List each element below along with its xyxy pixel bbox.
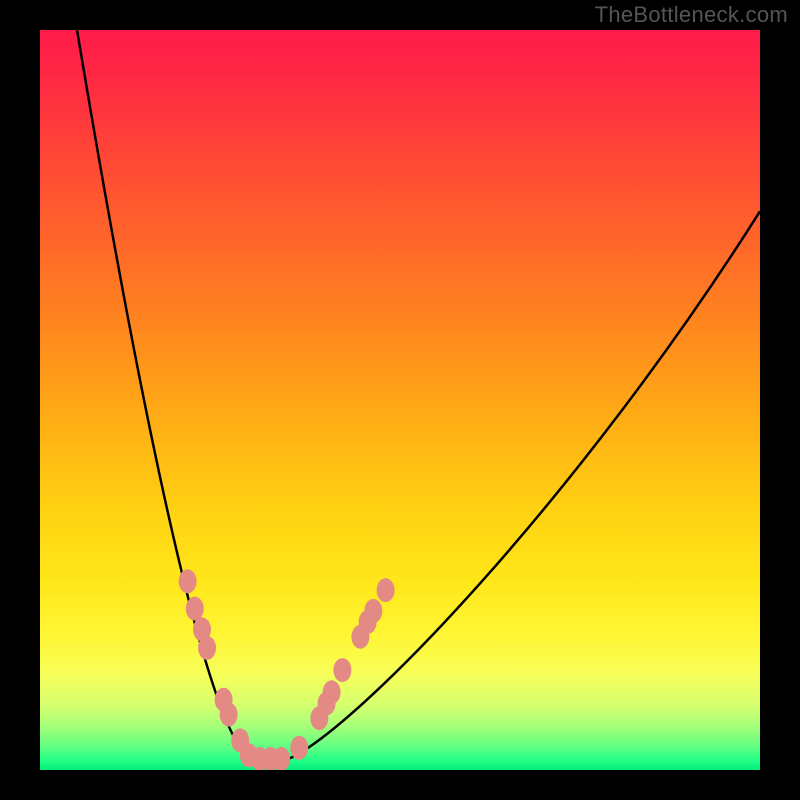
curve-marker	[179, 569, 197, 593]
curve-marker	[186, 597, 204, 621]
curve-marker	[272, 747, 290, 770]
chart-container: TheBottleneck.com	[0, 0, 800, 800]
plot-area	[40, 30, 760, 770]
curve-marker	[198, 636, 216, 660]
curve-marker	[364, 599, 382, 623]
curve-marker	[220, 703, 238, 727]
curve-marker	[333, 658, 351, 682]
curve-marker	[323, 680, 341, 704]
curve-marker	[290, 736, 308, 760]
curve-marker	[377, 578, 395, 602]
curve-layer	[40, 30, 760, 770]
watermark-text: TheBottleneck.com	[595, 2, 788, 28]
bottleneck-curve	[75, 30, 760, 759]
marker-group	[179, 569, 395, 770]
